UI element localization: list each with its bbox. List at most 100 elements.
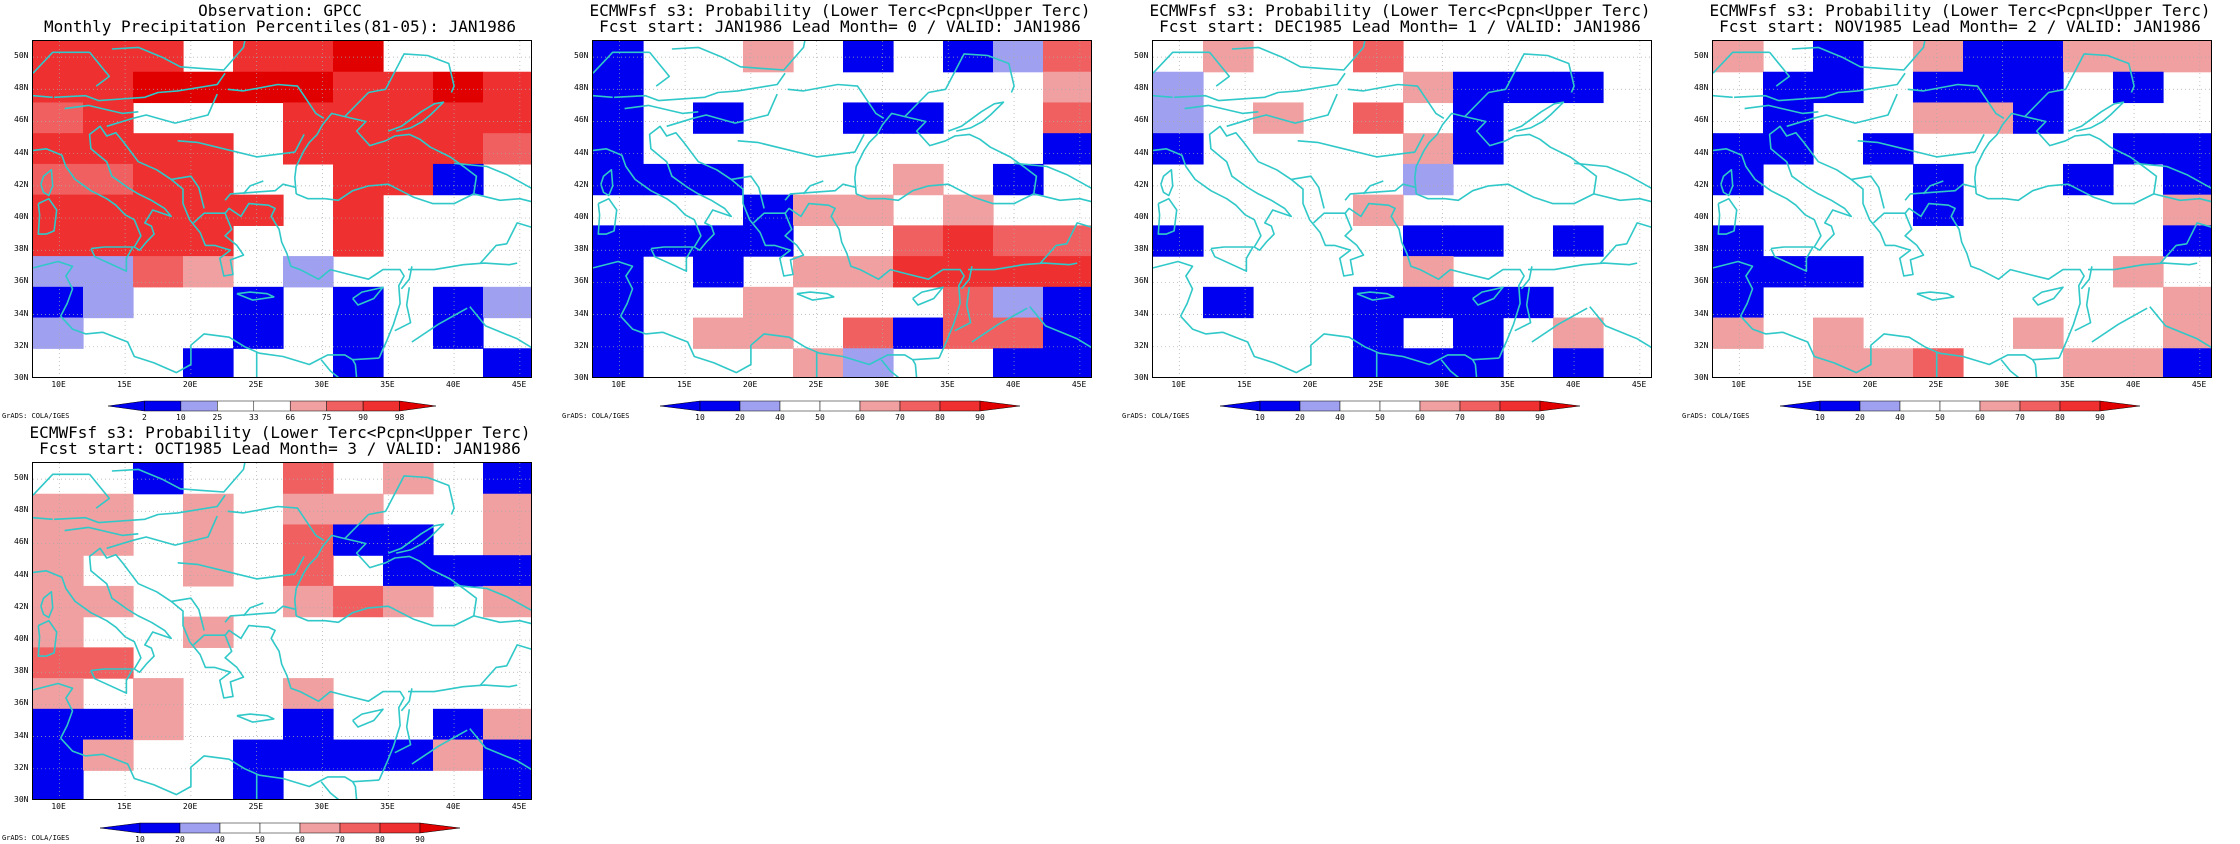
grid-cell bbox=[1553, 348, 1604, 377]
coastline bbox=[33, 547, 405, 781]
colorbar-tick-label: 10 bbox=[695, 413, 705, 422]
lon-tick-label: 15E bbox=[1797, 380, 1812, 389]
colorbar-tick-label: 10 bbox=[1255, 413, 1265, 422]
map-frame bbox=[32, 462, 532, 800]
coastline bbox=[1791, 41, 1926, 71]
grid-cell bbox=[133, 463, 184, 495]
grid-cell bbox=[1453, 225, 1504, 257]
coastline bbox=[1520, 266, 1533, 290]
grid-cell bbox=[1503, 71, 1554, 104]
grid-cell bbox=[383, 463, 434, 495]
coastline bbox=[593, 51, 650, 74]
grid-cell bbox=[133, 708, 184, 741]
grid-cell bbox=[1813, 348, 1864, 377]
colorbar-segment bbox=[1979, 400, 2021, 412]
map-frame bbox=[1712, 40, 2212, 378]
grads-credit: GrADS: COLA/IGES bbox=[562, 412, 630, 420]
grid-cell bbox=[433, 555, 484, 587]
coastline bbox=[469, 306, 531, 349]
coastline bbox=[400, 266, 413, 290]
grid-cell bbox=[233, 286, 284, 319]
coastline bbox=[469, 728, 531, 771]
panel-forecast-lead0: ECMWFsf s3: Probability (Lower Terc<Pcpn… bbox=[560, 0, 1120, 422]
coastline bbox=[1872, 212, 1906, 224]
grid-cell bbox=[1403, 348, 1454, 377]
lat-tick-label: 50N bbox=[14, 473, 29, 483]
grid-cell bbox=[33, 708, 84, 741]
coastline bbox=[40, 169, 54, 197]
grid-cell bbox=[1353, 194, 1404, 226]
grid-cell bbox=[33, 194, 84, 226]
grid-cell bbox=[1043, 41, 1091, 73]
grid-cell bbox=[943, 256, 994, 288]
field-layer bbox=[1153, 41, 1651, 377]
field-layer bbox=[593, 41, 1091, 377]
coastline bbox=[1226, 93, 1338, 128]
coastline bbox=[479, 644, 531, 686]
colorbar-tick-label: 98 bbox=[394, 413, 405, 422]
coastline bbox=[593, 125, 965, 359]
grid-cell bbox=[183, 225, 234, 257]
lon-tick-label: 20E bbox=[182, 380, 198, 389]
lat-tick-label: 30N bbox=[14, 795, 29, 804]
lon-tick-label: 30E bbox=[874, 380, 889, 389]
coastline bbox=[960, 266, 973, 290]
grid-cell bbox=[283, 555, 334, 587]
map-frame bbox=[592, 40, 1092, 378]
lon-tick-label: 40E bbox=[446, 380, 461, 389]
coastline bbox=[1413, 112, 1598, 205]
grid-cell bbox=[233, 41, 284, 73]
coastline bbox=[479, 222, 531, 264]
grid-cell bbox=[83, 647, 134, 679]
lon-tick-label: 30E bbox=[314, 802, 329, 811]
coastline bbox=[1574, 162, 1651, 189]
coastline bbox=[293, 534, 478, 627]
lat-tick-label: 40N bbox=[574, 212, 589, 222]
coastline bbox=[1347, 83, 1445, 119]
coastline bbox=[388, 101, 445, 132]
coastline bbox=[1160, 169, 1174, 197]
lon-tick-label: 10E bbox=[51, 802, 66, 811]
grid-cell bbox=[1713, 317, 1764, 349]
grid-cell bbox=[183, 493, 234, 526]
colorbar-tick-label: 60 bbox=[1415, 413, 1425, 422]
coastline bbox=[1589, 306, 1651, 349]
coastline bbox=[2153, 193, 2211, 203]
coastline bbox=[904, 53, 1015, 118]
grid-cell bbox=[2113, 71, 2164, 104]
colorbar-tick-label: 33 bbox=[248, 413, 259, 422]
map-frame bbox=[32, 40, 532, 378]
coastline bbox=[352, 781, 358, 799]
grid-cell bbox=[1403, 71, 1454, 104]
grid-cell bbox=[2113, 256, 2164, 288]
grid-cell bbox=[893, 225, 944, 257]
coastline bbox=[880, 359, 900, 377]
coastline bbox=[1720, 169, 1734, 197]
grid-cell bbox=[893, 317, 944, 349]
coastline bbox=[650, 246, 694, 272]
lat-tick-label: 36N bbox=[1694, 276, 1709, 286]
coastline bbox=[2000, 359, 2020, 377]
colorbar-tick-label: 50 bbox=[1935, 413, 1945, 422]
grid-cell bbox=[133, 133, 184, 165]
lon-tick-label: 10E bbox=[1731, 380, 1746, 389]
grid-cell bbox=[83, 286, 134, 319]
panel-title-line1: ECMWFsf s3: Probability (Lower Terc<Pcpn… bbox=[589, 1, 1091, 20]
grid-cell bbox=[643, 225, 694, 257]
panel-title-line2: Fcst start: NOV1985 Lead Month= 2 / VALI… bbox=[1719, 17, 2201, 36]
coastline bbox=[111, 41, 246, 71]
coastline bbox=[1531, 307, 1588, 343]
grid-cell bbox=[1963, 102, 2014, 134]
panel-forecast-lead2: ECMWFsf s3: Probability (Lower Terc<Pcpn… bbox=[1680, 0, 2240, 422]
grid-cell bbox=[83, 102, 134, 134]
coastline bbox=[2032, 286, 2064, 306]
grads-credit: GrADS: COLA/IGES bbox=[2, 834, 70, 842]
coastline bbox=[171, 597, 205, 631]
grid-cell bbox=[1453, 286, 1504, 319]
grid-cell bbox=[2113, 133, 2164, 165]
colorbar-segment bbox=[939, 400, 981, 412]
coastline bbox=[33, 51, 90, 74]
coastline bbox=[1440, 359, 1460, 377]
colorbar-segment bbox=[1259, 400, 1301, 412]
coastline bbox=[2091, 307, 2148, 343]
